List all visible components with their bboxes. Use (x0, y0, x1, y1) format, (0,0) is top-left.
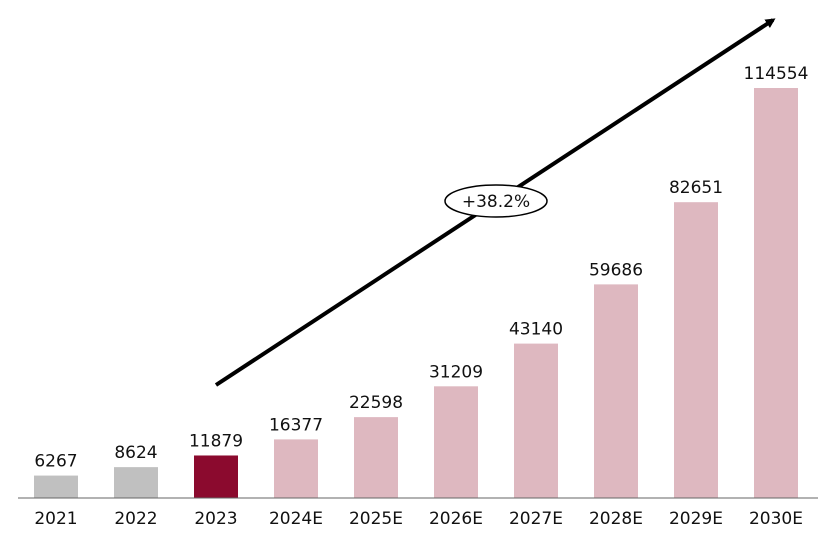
bar (434, 386, 478, 498)
x-tick-label: 2028E (589, 509, 643, 529)
value-label: 22598 (349, 393, 403, 413)
bar (674, 202, 718, 498)
bar (354, 417, 398, 498)
value-label: 82651 (669, 178, 723, 198)
value-label: 11879 (189, 431, 243, 451)
x-tick-label: 2030E (749, 509, 803, 529)
annotation-bubble (444, 184, 548, 218)
value-label: 31209 (429, 362, 483, 382)
x-tick-label: 2021 (34, 509, 77, 529)
bar (754, 88, 798, 498)
bar (34, 475, 78, 498)
value-label: 6267 (34, 452, 77, 472)
value-label: 114554 (744, 64, 809, 84)
x-tick-label: 2029E (669, 509, 723, 529)
x-tick-label: 2025E (349, 509, 403, 529)
x-tick-label: 2027E (509, 509, 563, 529)
annotation: +38.2% (462, 192, 530, 212)
value-label: 16377 (269, 415, 323, 435)
x-tick-label: 2024E (269, 509, 323, 529)
bar (194, 455, 238, 498)
bar (274, 439, 318, 498)
x-tick-label: 2026E (429, 509, 483, 529)
bar (594, 284, 638, 498)
bar (514, 343, 558, 498)
x-tick-label: 2022 (114, 509, 157, 529)
value-label: 59686 (589, 260, 643, 280)
value-label: 43140 (509, 320, 563, 340)
x-tick-label: 2023 (194, 509, 237, 529)
bar (114, 467, 158, 498)
value-label: 8624 (114, 443, 157, 463)
